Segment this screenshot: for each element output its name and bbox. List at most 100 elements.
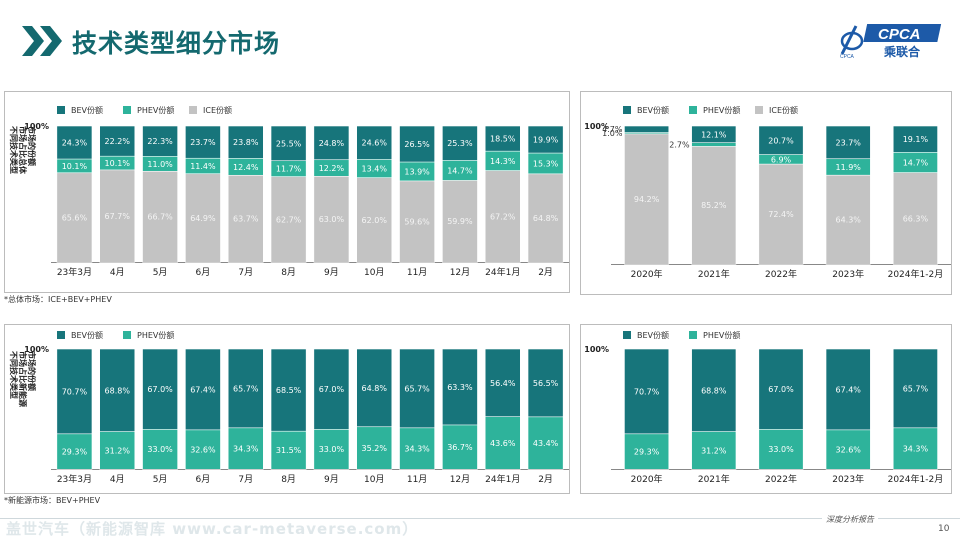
bar-segment bbox=[313, 348, 350, 430]
bar-segment bbox=[356, 177, 393, 263]
bar-segment bbox=[99, 348, 136, 433]
x-tick-label: 6月 bbox=[196, 267, 211, 278]
bar-segment bbox=[892, 125, 938, 153]
data-label: 65.7% bbox=[233, 384, 259, 393]
total-market-note: *总体市场：ICE+BEV+PHEV bbox=[4, 295, 112, 304]
data-label: 63.7% bbox=[233, 215, 259, 224]
data-label: 72.4% bbox=[768, 210, 794, 219]
legend-swatch bbox=[755, 106, 763, 114]
bar-segment bbox=[484, 416, 521, 470]
data-label: 33.0% bbox=[768, 445, 794, 454]
data-label: 67.4% bbox=[835, 385, 861, 394]
x-tick-label: 12月 bbox=[450, 267, 470, 278]
stacked-bar-chart-3: BEV份额 PHEV份额 100% 70.7% 29.3% 2020年 68.8% 31.2%… bbox=[584, 330, 951, 485]
x-tick-label: 5月 bbox=[153, 474, 168, 485]
y-axis-top-label: 100% bbox=[584, 345, 609, 354]
bar-segment bbox=[758, 348, 804, 430]
bar-segment bbox=[758, 163, 804, 265]
bar-segment bbox=[56, 172, 93, 263]
y-axis-title: 不同技术类型 bbox=[9, 351, 19, 399]
bar-segment bbox=[691, 146, 737, 265]
bar-segment bbox=[691, 142, 737, 148]
chart-panel-nev-yearly: BEV份额 PHEV份额 100% 70.7% 29.3% 2020年 68.8% 31.2%… bbox=[580, 324, 952, 494]
legend-label: ICE份额 bbox=[769, 105, 798, 115]
bar-segment bbox=[399, 180, 435, 263]
data-label: 34.3% bbox=[903, 444, 929, 453]
bar-segment bbox=[825, 174, 871, 265]
nev-market-note: *新能源市场：BEV+PHEV bbox=[4, 496, 101, 505]
x-tick-label: 2月 bbox=[538, 267, 553, 278]
bar-segment bbox=[142, 429, 178, 470]
page-number: 10 bbox=[938, 524, 950, 534]
bar-segment bbox=[527, 173, 564, 263]
legend-swatch bbox=[623, 331, 631, 339]
x-tick-label: 8月 bbox=[281, 267, 296, 278]
data-label: 11.7% bbox=[276, 165, 302, 174]
data-label: 64.3% bbox=[835, 216, 861, 225]
bar-segment bbox=[624, 348, 670, 435]
bar-segment bbox=[56, 125, 93, 160]
x-tick-label: 7月 bbox=[238, 267, 253, 278]
data-label: 14.7% bbox=[903, 158, 929, 167]
data-label: 65.7% bbox=[404, 384, 430, 393]
legend-swatch bbox=[57, 331, 65, 339]
legend-label: ICE份额 bbox=[203, 105, 232, 115]
data-label: 67.0% bbox=[768, 385, 794, 394]
data-label: 19.9% bbox=[533, 136, 559, 145]
x-tick-label: 2020年 bbox=[631, 268, 663, 280]
x-tick-label: 9月 bbox=[324, 267, 339, 278]
bar-segment bbox=[442, 125, 478, 162]
y-axis-title: 市场占比新能源 bbox=[18, 351, 28, 407]
data-label: 70.7% bbox=[634, 387, 660, 396]
data-label: 23.7% bbox=[190, 138, 216, 147]
y-axis-title: 市场的份额 bbox=[27, 126, 37, 166]
bar-segment bbox=[356, 125, 393, 161]
bar-segment bbox=[356, 426, 393, 470]
data-label: 31.2% bbox=[701, 446, 727, 455]
legend-swatch bbox=[623, 106, 631, 114]
data-label: 65.6% bbox=[62, 213, 88, 222]
data-label: 13.4% bbox=[362, 165, 388, 174]
legend-swatch bbox=[189, 106, 197, 114]
data-label: 35.2% bbox=[362, 444, 388, 453]
legend-label: PHEV份额 bbox=[137, 105, 174, 115]
x-tick-label: 4月 bbox=[110, 267, 125, 278]
bar-segment bbox=[185, 348, 221, 431]
x-tick-label: 24年1月 bbox=[485, 266, 520, 278]
data-label: 10.1% bbox=[105, 159, 131, 168]
x-tick-label: 9月 bbox=[324, 474, 339, 485]
watermark-text: 盖世汽车（新能源智库 www.car-metaverse.com） bbox=[6, 520, 419, 538]
data-label: 34.3% bbox=[233, 444, 259, 453]
footer-divider bbox=[0, 518, 960, 519]
bar-segment bbox=[442, 424, 478, 470]
data-label: 33.0% bbox=[147, 445, 173, 454]
data-label: 65.7% bbox=[903, 384, 929, 393]
data-label: 1.0% bbox=[602, 129, 623, 138]
bar-segment bbox=[442, 180, 478, 263]
bar-segment bbox=[270, 176, 307, 263]
data-label: 12.2% bbox=[319, 164, 345, 173]
data-label: 67.7% bbox=[105, 212, 131, 221]
x-tick-label: 2023年 bbox=[832, 473, 864, 485]
data-label: 36.7% bbox=[447, 443, 473, 452]
page-title: 技术类型细分市场 bbox=[72, 29, 281, 58]
bar-segment bbox=[758, 125, 804, 156]
x-tick-label: 2024年1-2月 bbox=[888, 268, 944, 280]
x-tick-label: 2024年1-2月 bbox=[888, 473, 944, 485]
data-label: 67.0% bbox=[319, 385, 345, 394]
data-label: 63.0% bbox=[319, 215, 345, 224]
data-label: 24.3% bbox=[62, 139, 88, 148]
bar-segment bbox=[624, 125, 670, 134]
data-label: 68.8% bbox=[105, 386, 131, 395]
bar-segment bbox=[56, 433, 93, 470]
data-label: 64.9% bbox=[190, 214, 216, 223]
x-tick-label: 2022年 bbox=[765, 268, 797, 280]
x-tick-label: 2021年 bbox=[698, 473, 730, 485]
data-label: 10.1% bbox=[62, 162, 88, 171]
legend-swatch bbox=[57, 106, 65, 114]
x-tick-label: 10月 bbox=[364, 474, 384, 485]
data-label: 94.2% bbox=[634, 195, 660, 204]
logo-cpca-text: CPCA bbox=[878, 26, 921, 43]
chart-panel-total-yearly: BEV份额 PHEV份额 ICE份额 100% 4.7% 1.0% 94.2% 2020年 12… bbox=[580, 91, 952, 295]
